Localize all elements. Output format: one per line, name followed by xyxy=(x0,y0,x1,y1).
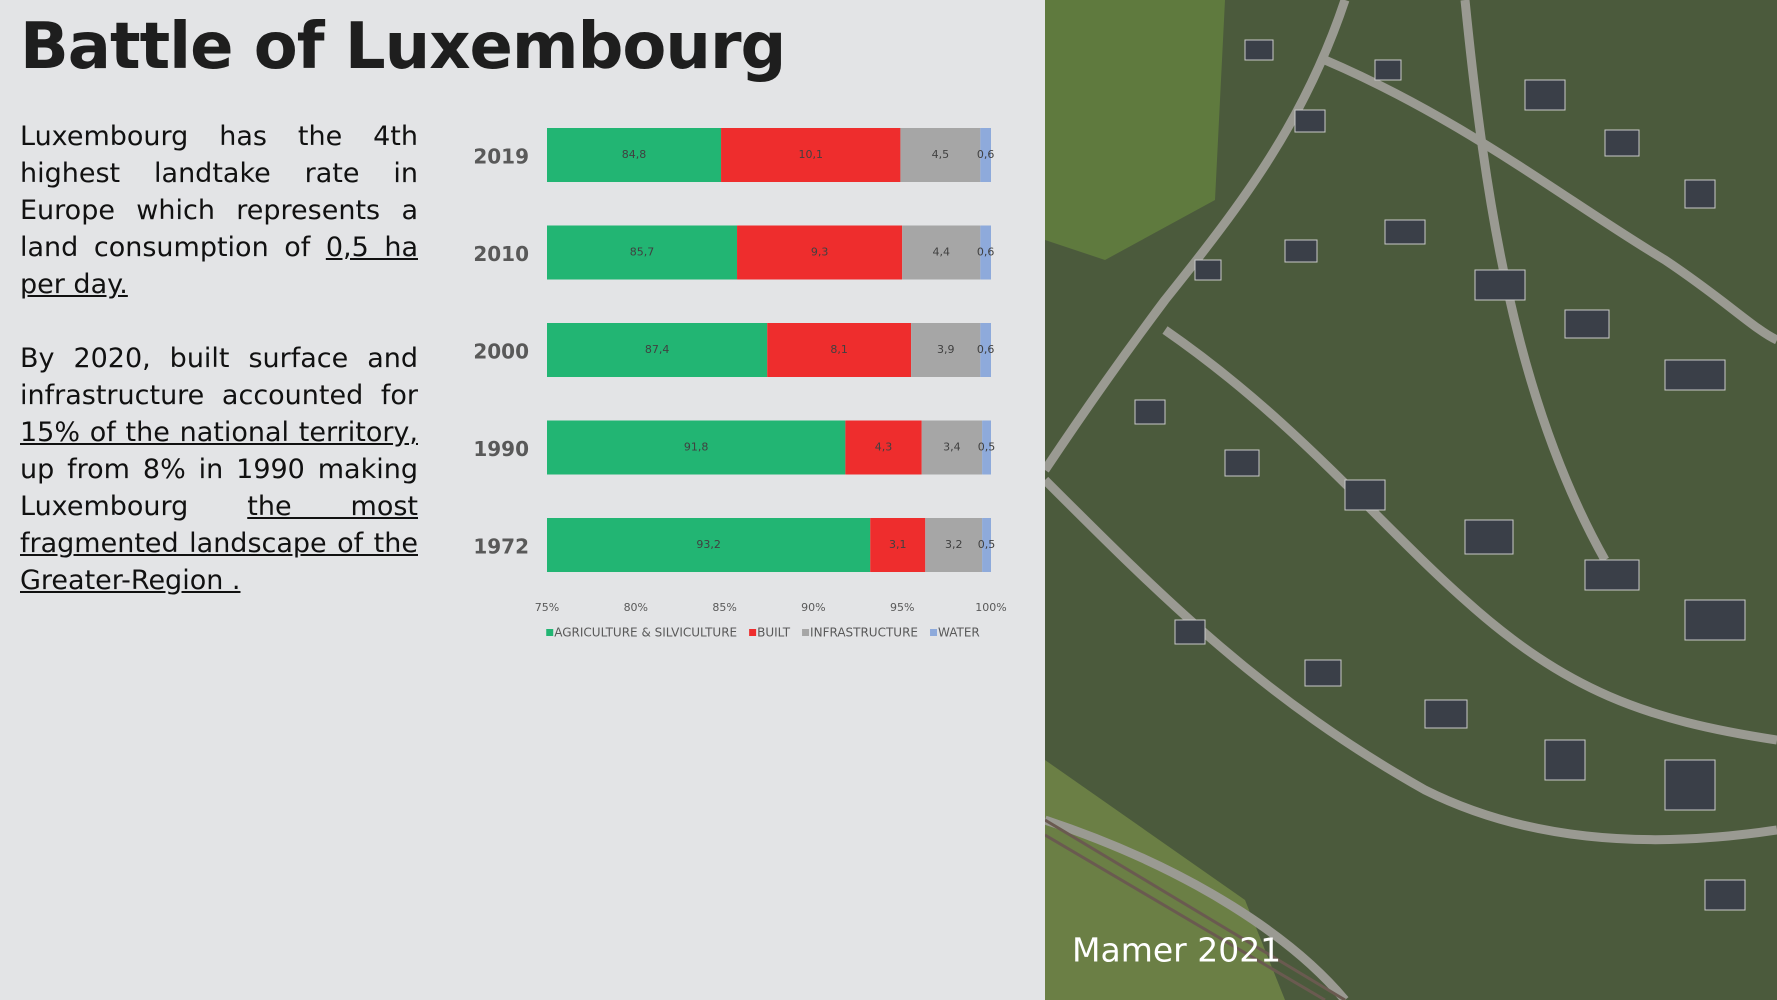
bar-segment xyxy=(980,225,991,280)
x-tick-label: 85% xyxy=(712,601,736,614)
bar-segment xyxy=(900,128,981,182)
value-label: 3,9 xyxy=(937,343,955,356)
value-label: 4,3 xyxy=(875,441,893,454)
bar-segment xyxy=(870,518,926,572)
legend: AGRICULTURE & SILVICULTURE BUILT INFRASTRU… xyxy=(546,626,980,640)
bar-segment xyxy=(902,225,981,280)
bar-segment xyxy=(547,225,738,280)
underlined-text: 15% of the national territory, xyxy=(20,417,418,448)
legend-swatch xyxy=(546,629,554,636)
x-tick-label: 95% xyxy=(890,601,914,614)
value-label: 3,2 xyxy=(945,538,963,551)
legend-swatch xyxy=(749,629,757,636)
text: By 2020, built surface and infrastructur… xyxy=(20,343,418,411)
bars xyxy=(547,128,991,572)
value-label: 87,4 xyxy=(645,343,670,356)
y-tick-label: 1972 xyxy=(473,535,529,559)
value-label: 0,6 xyxy=(977,343,995,356)
underlined-text: the most fragmented landscape of the Gre… xyxy=(20,491,418,596)
aerial-photo: Mamer 2021 xyxy=(1045,0,1777,1000)
value-label: 84,8 xyxy=(622,148,647,161)
chart: 2019 84,8 10,1 4,5 0,6 2010 85,7 9,3 4,4 0,6 2000 8… xyxy=(473,128,1007,640)
bar-segment xyxy=(845,420,922,475)
bar-segment xyxy=(547,323,768,377)
value-label: 4,5 xyxy=(932,148,950,161)
bar-segment xyxy=(925,518,983,572)
bar-segment xyxy=(767,323,912,377)
bar-segment xyxy=(982,518,991,572)
bar-segment xyxy=(982,420,991,475)
bar-segment xyxy=(721,128,901,182)
x-tick-label: 100% xyxy=(975,601,1006,614)
value-label: 3,1 xyxy=(889,538,907,551)
body-text: Luxembourg has the 4th highest landtake … xyxy=(20,118,418,636)
value-label: 3,4 xyxy=(943,441,961,454)
value-label: 91,8 xyxy=(684,441,709,454)
text: up from 8% in 1990 making Luxembourg xyxy=(20,454,418,522)
bar-segment xyxy=(547,518,871,572)
legend-label: WATER xyxy=(938,626,980,640)
y-tick-label: 2000 xyxy=(473,340,529,364)
value-label: 93,2 xyxy=(696,538,721,551)
legend-label: AGRICULTURE & SILVICULTURE xyxy=(554,626,737,640)
bar-segment xyxy=(980,323,991,377)
x-tick-label: 80% xyxy=(624,601,648,614)
bar-segment xyxy=(980,128,991,182)
underlined-text: 0,5 ha per day. xyxy=(20,232,418,300)
value-label: 0,5 xyxy=(978,441,996,454)
x-tick-label: 90% xyxy=(801,601,825,614)
x-tick-label: 75% xyxy=(535,601,559,614)
bar-segment xyxy=(547,420,846,475)
legend-swatch xyxy=(930,629,938,636)
bar-segment xyxy=(921,420,983,475)
slide-title: Battle of Luxembourg xyxy=(20,10,786,84)
paragraph: Luxembourg has the 4th highest landtake … xyxy=(20,118,418,303)
value-label: 10,1 xyxy=(798,148,823,161)
value-label: 4,4 xyxy=(933,246,951,259)
value-label: 0,6 xyxy=(977,148,995,161)
legend-label: INFRASTRUCTURE xyxy=(810,626,918,640)
y-tick-label: 2019 xyxy=(473,145,529,169)
value-label: 8,1 xyxy=(830,343,848,356)
value-label: 85,7 xyxy=(630,246,655,259)
bar-segment xyxy=(547,128,722,182)
y-tick-label: 1990 xyxy=(473,437,529,461)
value-label: 0,5 xyxy=(978,538,996,551)
photo-caption: Mamer 2021 xyxy=(1072,931,1281,970)
value-label: 0,6 xyxy=(977,246,995,259)
y-tick-label: 2010 xyxy=(473,242,529,266)
paragraph: By 2020, built surface and infrastructur… xyxy=(20,340,418,599)
bar-segment xyxy=(737,225,903,280)
bar-segment xyxy=(911,323,981,377)
text: Luxembourg has the 4th highest landtake … xyxy=(20,121,418,263)
legend-label: BUILT xyxy=(757,626,791,640)
legend-swatch xyxy=(802,629,810,636)
value-label: 9,3 xyxy=(811,246,829,259)
